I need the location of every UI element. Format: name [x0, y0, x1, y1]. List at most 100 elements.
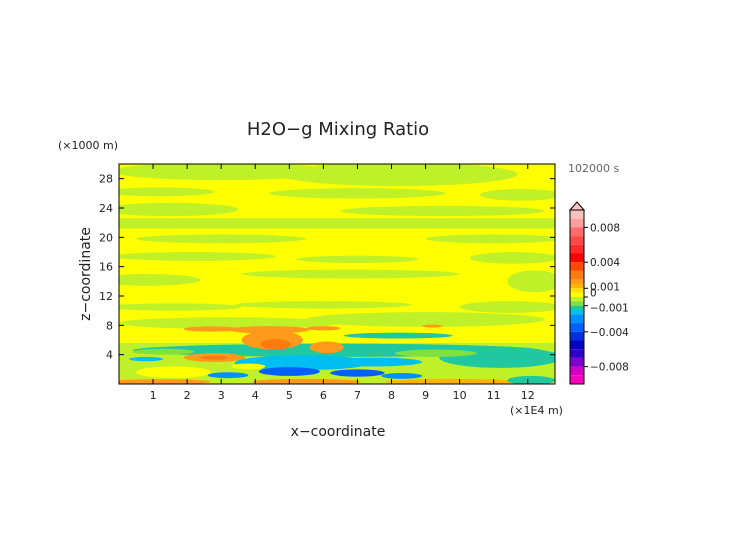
colorbar-overflow-triangle	[568, 201, 586, 211]
y-tick-label: 16	[99, 261, 113, 274]
colorbar-tick-label: −0.008	[590, 362, 629, 374]
heatmap-region-1	[119, 164, 331, 181]
colorbar-level-17	[570, 323, 584, 332]
heatmap-region-25	[422, 324, 443, 328]
heatmap-region-49	[507, 375, 555, 384]
heatmap-region-9	[136, 234, 307, 244]
x-tick-label: 2	[184, 389, 191, 402]
heatmap-region-12	[296, 255, 419, 263]
colorbar-tick-label: 0.001	[590, 281, 620, 293]
x-tick-label: 12	[521, 389, 535, 402]
y-axis-label: z−coordinate	[78, 227, 94, 321]
colorbar-tick-label: −0.001	[590, 303, 629, 315]
heatmap-region-40	[231, 363, 266, 370]
heatmap-region-17	[119, 303, 242, 311]
heatmap-region-7	[340, 205, 545, 217]
x-tick-label: 10	[453, 389, 467, 402]
x-axis-label: x−coordinate	[291, 424, 386, 440]
x-tick-label: 8	[388, 389, 395, 402]
x-axis-unit: (×1E4 m)	[510, 404, 563, 417]
heatmap-region-42	[258, 367, 320, 376]
x-tick-label: 4	[252, 389, 259, 402]
colorbar-tick-label: −0.004	[590, 327, 629, 339]
heatmap-region-13	[469, 252, 555, 264]
colorbar-level-7	[570, 270, 584, 280]
x-tick-label: 1	[150, 389, 157, 402]
heatmap-region-47	[251, 378, 361, 384]
colorbar-level-10	[570, 288, 584, 293]
x-tick-label: 5	[286, 389, 293, 402]
heatmap-region-22	[228, 326, 310, 334]
heatmap-region-5	[480, 188, 555, 201]
heatmap-region-2	[279, 164, 518, 186]
chart-title: H2O−g Mixing Ratio	[247, 119, 429, 140]
heatmap-region-20	[119, 317, 337, 329]
x-tick-label: 11	[487, 389, 501, 402]
colorbar-level-0	[570, 210, 584, 219]
time-label: 102000 s	[568, 162, 619, 175]
colorbar-level-14	[570, 305, 584, 311]
y-axis-unit: (×1000 m)	[58, 139, 118, 152]
heatmap-region-29	[343, 332, 453, 339]
colorbar-level-21	[570, 357, 584, 367]
colorbar-level-15	[570, 310, 584, 315]
heatmap-region-14	[119, 274, 201, 286]
colorbar-level-19	[570, 340, 584, 350]
heatmap-region-19	[459, 301, 555, 313]
heatmap-region-44	[207, 372, 249, 379]
heatmap-region-11	[119, 252, 276, 261]
colorbar-level-6	[570, 262, 584, 271]
colorbar-tick-label: 0.004	[590, 257, 620, 269]
heatmap-region-38	[326, 357, 423, 367]
heatmap-region-39	[129, 356, 164, 362]
colorbar-tick-label: 0	[590, 288, 597, 300]
colorbar-level-22	[570, 366, 584, 376]
heatmap-region-3	[119, 187, 215, 197]
heatmap-region-6	[119, 202, 239, 217]
heatmap-region-48	[384, 378, 521, 384]
x-axis-ticks: 1 2 3 4 5 6 7 8 9 10 11 12	[150, 164, 535, 402]
colorbar-level-16	[570, 314, 584, 324]
heatmap-region-36	[394, 349, 477, 357]
colorbar-level-13	[570, 301, 584, 306]
heatmap-region-43	[330, 369, 385, 377]
x-tick-label: 6	[320, 389, 327, 402]
heatmap-region-31	[260, 339, 292, 350]
heatmap-region-35	[132, 348, 194, 355]
heatmap-region-34	[200, 355, 228, 360]
heatmap-region-18	[234, 301, 412, 309]
y-axis-ticks: 4 8 12 16 20 24 28	[99, 173, 555, 362]
heatmap-region-23	[183, 326, 239, 332]
heatmap-region-32	[309, 341, 344, 354]
colorbar-level-4	[570, 244, 584, 254]
colorbar-level-23	[570, 375, 584, 384]
y-tick-label: 24	[99, 202, 113, 215]
heatmap-region-24	[306, 326, 341, 331]
y-tick-label: 20	[99, 231, 113, 244]
heatmap-region-41	[136, 366, 211, 379]
heatmap-region-45	[381, 373, 423, 379]
x-tick-label: 7	[354, 389, 361, 402]
plot-frame	[118, 163, 556, 385]
colorbar-level-18	[570, 331, 584, 341]
colorbar-level-11	[570, 292, 584, 297]
colorbar-level-20	[570, 349, 584, 358]
colorbar-level-9	[570, 283, 584, 289]
colorbar-tick-label: 0.008	[590, 222, 620, 234]
heatmap-region-46	[119, 379, 211, 384]
heatmap-region-8	[119, 218, 555, 229]
colorbar-level-5	[570, 253, 584, 263]
colorbar	[568, 201, 586, 385]
x-tick-label: 9	[422, 389, 429, 402]
y-tick-label: 4	[106, 349, 113, 362]
colorbar-level-3	[570, 236, 584, 245]
heatmap-region-10	[425, 234, 555, 244]
heatmap-region-15	[241, 269, 460, 279]
heatmap-region-4	[268, 188, 446, 199]
y-tick-label: 12	[99, 290, 113, 303]
colorbar-level-2	[570, 227, 584, 237]
y-tick-label: 28	[99, 173, 113, 186]
heatmap-region-21	[306, 312, 545, 327]
